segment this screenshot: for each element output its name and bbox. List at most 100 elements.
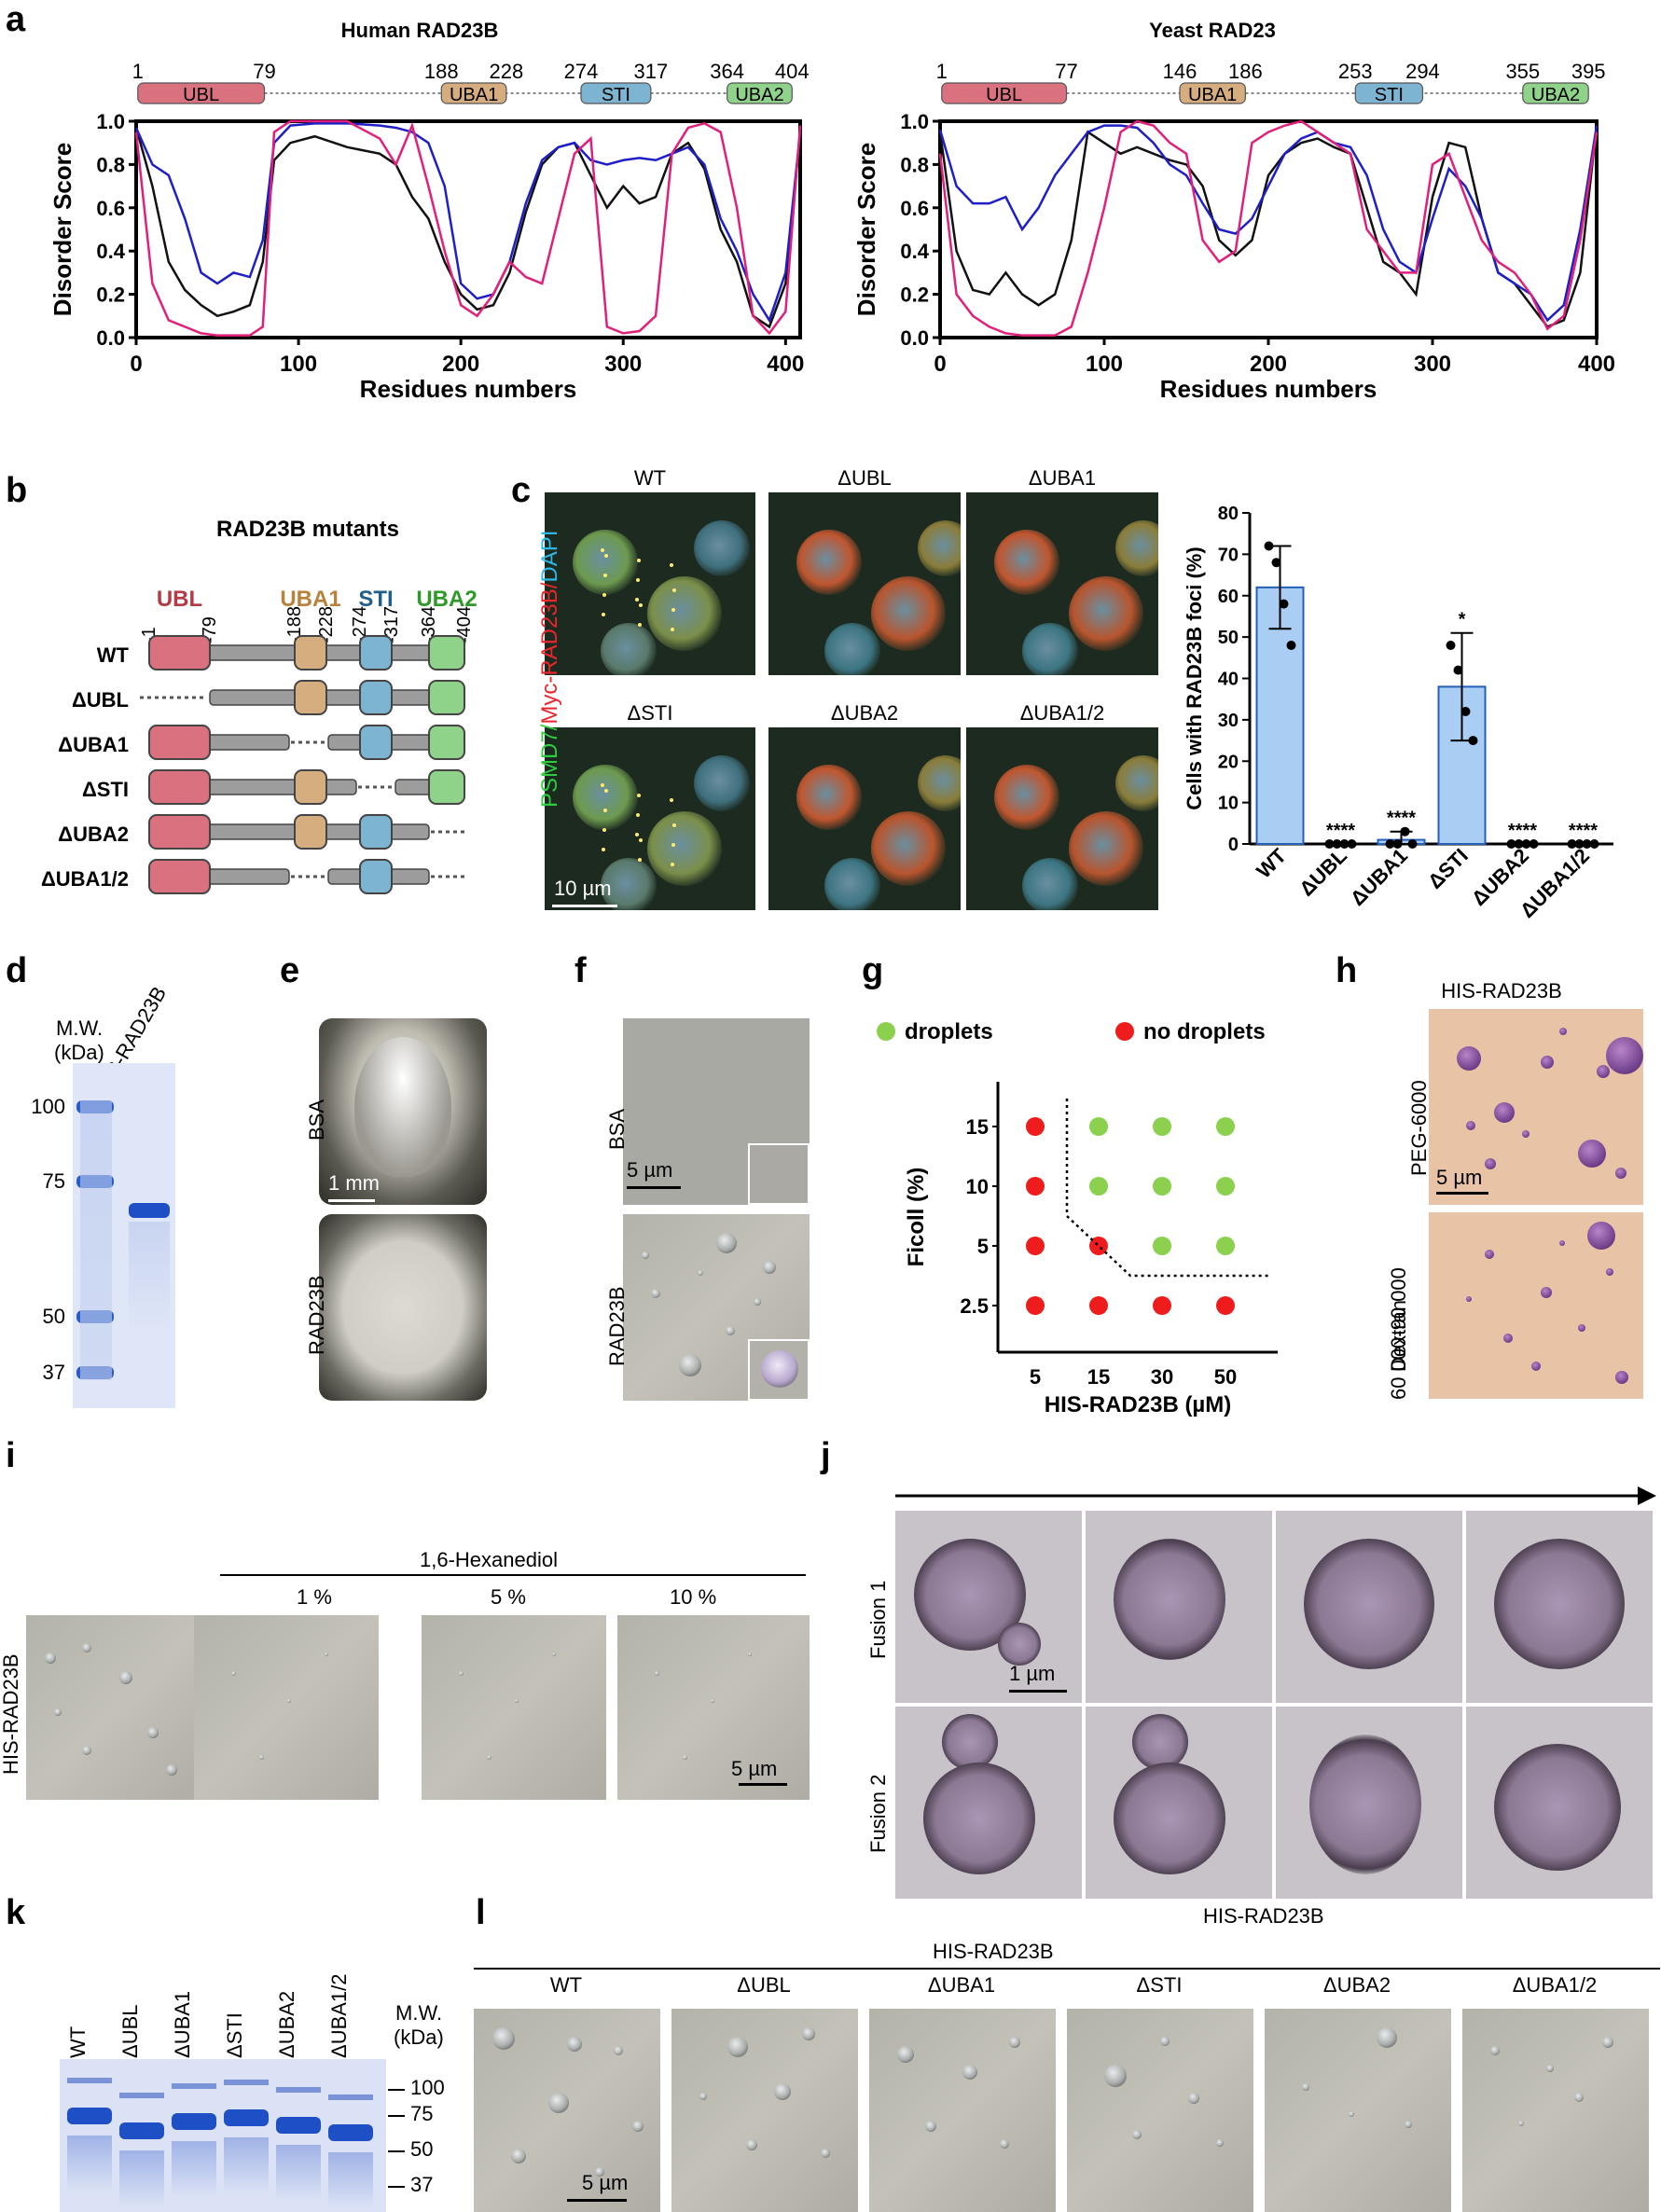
- minor-band: [119, 2093, 164, 2098]
- data-point: [1324, 839, 1335, 849]
- x-tick-label: 200: [1250, 352, 1287, 377]
- domain-start: 274: [564, 60, 599, 83]
- fluor-image: [545, 727, 755, 910]
- gel-d: 100 75 50 37: [31, 1063, 175, 1408]
- yeast-chart-title: Yeast RAD23: [1149, 19, 1276, 42]
- phase-point: [1216, 1177, 1235, 1196]
- minor-band: [67, 2078, 112, 2083]
- hexanediol-image: [617, 1615, 810, 1800]
- phase-point: [1153, 1237, 1171, 1255]
- panel-label-i: i: [6, 1436, 16, 1475]
- fusion-frame: [1086, 1707, 1272, 1899]
- cell: [824, 858, 880, 910]
- fluor-image: [768, 727, 961, 910]
- purple-droplet: [1606, 1268, 1613, 1276]
- x-axis-label: Residues numbers: [360, 375, 577, 403]
- y-tick-label: 20: [1218, 752, 1239, 772]
- plot-frame: [134, 119, 802, 339]
- y-tick-label: 70: [1218, 545, 1239, 565]
- data-point: [1521, 839, 1531, 849]
- marker-label-k: 75: [410, 2102, 434, 2125]
- image-title-l: WT: [549, 1973, 583, 1997]
- domain-block: [428, 680, 465, 715]
- mw-unit-k: (kDa): [394, 2025, 444, 2049]
- image-title: ΔSTI: [627, 701, 673, 725]
- droplet: [925, 2121, 936, 2132]
- category-label: ΔUBA1: [1346, 844, 1412, 910]
- domain-start: 146: [1163, 60, 1197, 83]
- droplet: [942, 1714, 998, 1770]
- purple-droplet: [1541, 1056, 1554, 1069]
- mutant-row-label: ΔUBA1: [58, 733, 129, 756]
- mutant-row-label: ΔUBA1/2: [41, 867, 129, 891]
- marker-lane: [80, 1100, 112, 1380]
- purple-droplet: [1559, 1240, 1565, 1246]
- droplet: [1216, 2139, 1224, 2147]
- droplet: [1309, 1735, 1421, 1874]
- y-category-label: 2.5: [960, 1294, 989, 1318]
- droplet: [754, 1298, 761, 1306]
- purple-droplet: [1615, 1168, 1626, 1179]
- marker-label-k: 50: [410, 2137, 434, 2161]
- x-tick-label: 300: [1414, 352, 1451, 377]
- purple-droplet: [1615, 1371, 1628, 1384]
- marker-label: 75: [42, 1169, 65, 1193]
- droplet: [1546, 2065, 1554, 2072]
- panel-label-k: k: [6, 1893, 26, 1932]
- legend-droplets: droplets: [905, 1019, 993, 1044]
- x-tick-label: 100: [280, 352, 317, 377]
- purple-droplet: [1606, 1037, 1643, 1074]
- y-category-label: 5: [977, 1235, 989, 1258]
- domain-block: [359, 680, 393, 715]
- droplet: [1114, 1539, 1225, 1660]
- droplet: [548, 2093, 569, 2113]
- fusion-grid: [895, 1511, 1660, 1901]
- panel-label-e: e: [280, 951, 300, 990]
- domain-block: [359, 814, 393, 850]
- droplet: [746, 2139, 757, 2150]
- droplet: [683, 1755, 687, 1760]
- fusion-frame: [1466, 1511, 1653, 1703]
- peg-micrograph: [1429, 1009, 1643, 1205]
- domain-start: 188: [424, 60, 459, 83]
- domain-start: 364: [710, 60, 744, 83]
- foci-dot: [601, 783, 604, 787]
- cell: [994, 530, 1059, 595]
- image-title-l: ΔSTI: [1136, 1973, 1183, 1997]
- data-point: [1286, 641, 1296, 650]
- cell: [871, 576, 946, 651]
- inset-droplet: [761, 1350, 798, 1388]
- cell: [796, 530, 862, 595]
- y-axis-label: Disorder Score: [48, 143, 76, 316]
- mutant-droplet-row: WT ΔUBL ΔUBA1 ΔSTI ΔUBA2 ΔUBA1/2 5 µm: [474, 1973, 1660, 2212]
- data-point: [1589, 839, 1599, 849]
- lane-label-k: ΔUBA2: [275, 1990, 298, 2058]
- domain-end: 79: [253, 60, 275, 83]
- rad23b-band: [129, 1203, 170, 1218]
- stain-psmd7: PSMD7/: [537, 724, 562, 808]
- foci-dot: [636, 813, 640, 817]
- y-tick-label: 0.6: [900, 197, 929, 220]
- domain-header: UBA2: [416, 587, 477, 612]
- droplet: [567, 2037, 582, 2052]
- disorder-series-1: [134, 122, 802, 324]
- scale-text-i: 5 µm: [731, 1757, 778, 1780]
- mutant-droplet-image: [869, 2009, 1056, 2212]
- droplet: [923, 1763, 1035, 1874]
- droplet: [1494, 1744, 1621, 1871]
- foci-dot: [604, 554, 608, 558]
- scale-bar-c: [552, 905, 617, 907]
- foci-dot: [604, 789, 608, 793]
- stain-legend: PSMD7/Myc-RAD23B/DAPI: [537, 531, 563, 808]
- phase-point: [1026, 1296, 1045, 1315]
- data-point: [1400, 826, 1410, 836]
- purple-droplet: [1503, 1334, 1513, 1343]
- x-category-label: 15: [1087, 1365, 1110, 1389]
- y-tick-label: 30: [1218, 711, 1239, 731]
- significance: ****: [1326, 821, 1355, 841]
- lane-smear: [328, 2152, 373, 2208]
- y-axis-label: Disorder Score: [852, 143, 880, 316]
- data-point: [1264, 541, 1274, 551]
- fusion-frame: [1466, 1707, 1653, 1899]
- droplet: [763, 1261, 776, 1274]
